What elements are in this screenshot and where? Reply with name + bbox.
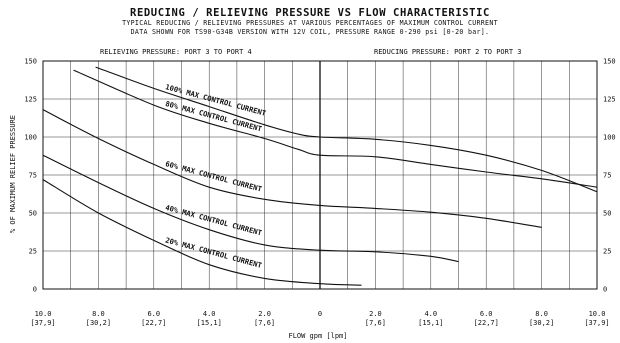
y-tick-label-left: 150	[24, 58, 37, 66]
series-label-4: 40% MAX CONTROL CURRENT	[164, 203, 263, 238]
x-tick-label-gpm: 10.0	[589, 310, 606, 318]
x-axis-label: FLOW gpm [lpm]	[288, 332, 347, 340]
reducing-region-label: REDUCING PRESSURE: PORT 2 TO PORT 3	[374, 48, 522, 56]
series-line-3	[42, 109, 542, 228]
series-line-1	[95, 66, 598, 193]
x-tick-label-gpm: 2.0	[369, 310, 382, 318]
x-tick-label-gpm: 6.0	[147, 310, 160, 318]
x-tick-label-lpm: [30,2]	[529, 319, 554, 327]
x-tick-label-gpm: 10.0	[35, 310, 52, 318]
relieving-region-label: RELIEVING PRESSURE: PORT 3 TO PORT 4	[100, 48, 252, 56]
series-line-5	[42, 179, 362, 286]
x-tick-label-lpm: [7,6]	[365, 319, 386, 327]
y-axis-label: % OF MAXIMUM RELIEF PRESSURE	[9, 115, 17, 233]
chart-subtitle-1: TYPICAL REDUCING / RELIEVING PRESSURES A…	[122, 19, 498, 27]
x-tick-label-gpm: 8.0	[92, 310, 105, 318]
x-tick-label-gpm: 0	[318, 310, 322, 318]
x-tick-label-gpm: 8.0	[535, 310, 548, 318]
x-tick-label-lpm: [15,1]	[197, 319, 222, 327]
y-tick-label-right: 125	[603, 96, 616, 104]
x-tick-label-lpm: [22,7]	[141, 319, 166, 327]
x-tick-label-lpm: [22,7]	[474, 319, 499, 327]
y-tick-label-right: 75	[603, 172, 611, 180]
y-tick-label-right: 50	[603, 210, 611, 218]
y-tick-label-left: 75	[29, 172, 37, 180]
x-tick-label-lpm: [37,9]	[584, 319, 609, 327]
x-tick-label-gpm: 2.0	[258, 310, 271, 318]
y-tick-label-left: 100	[24, 134, 37, 142]
x-tick-label-gpm: 4.0	[203, 310, 216, 318]
series-line-4	[42, 154, 459, 263]
x-tick-label-lpm: [37,9]	[30, 319, 55, 327]
y-tick-label-left: 25	[29, 248, 37, 256]
x-tick-label-lpm: [30,2]	[86, 319, 111, 327]
y-tick-label-right: 0	[603, 286, 607, 294]
chart-subtitle-2: DATA SHOWN FOR TS90-G34B VERSION WITH 12…	[130, 28, 490, 36]
y-tick-label-right: 150	[603, 58, 616, 66]
x-tick-label-lpm: [15,1]	[418, 319, 443, 327]
x-tick-label-gpm: 6.0	[480, 310, 493, 318]
y-tick-label-right: 100	[603, 134, 616, 142]
y-tick-label-right: 25	[603, 248, 611, 256]
x-tick-label-lpm: [7,6]	[254, 319, 275, 327]
series-line-2	[73, 69, 598, 188]
chart-title: REDUCING / RELIEVING PRESSURE VS FLOW CH…	[130, 7, 490, 19]
y-tick-label-left: 50	[29, 210, 37, 218]
y-tick-label-left: 125	[24, 96, 37, 104]
y-tick-label-left: 0	[33, 286, 37, 294]
x-tick-label-gpm: 4.0	[424, 310, 437, 318]
